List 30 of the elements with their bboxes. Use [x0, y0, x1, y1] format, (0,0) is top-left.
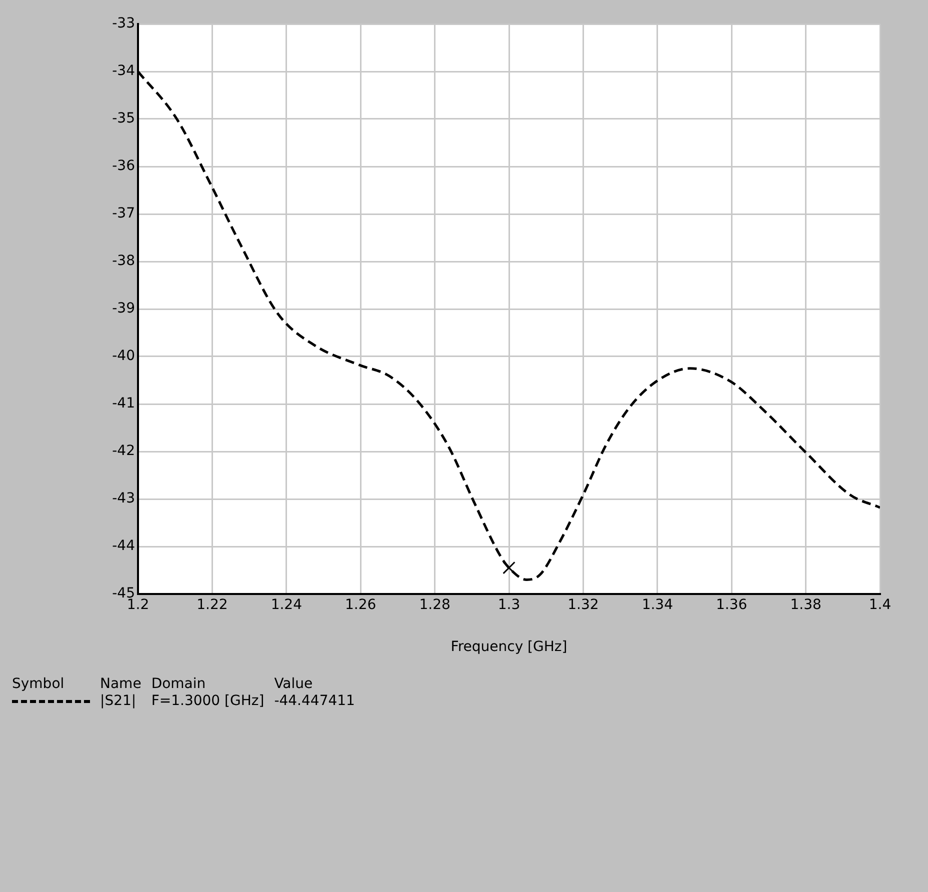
x-tick-label: 1.36	[716, 597, 748, 614]
text: Name	[100, 676, 142, 693]
y-tick-label: -34	[112, 63, 136, 80]
y-tick-label: -36	[112, 158, 136, 174]
y-tick-label: -33	[112, 16, 135, 32]
y-tick-label: -40	[112, 348, 135, 364]
y-tick-label: -39	[112, 300, 135, 317]
y-tick-label: -38	[112, 253, 135, 270]
x-tick-label: 1.38	[790, 597, 822, 614]
x-axis-title: Frequency [GHz]	[450, 639, 568, 656]
x-tick-label: 1.4	[868, 597, 892, 614]
y-tick-label: -35	[112, 110, 135, 127]
text: Domain	[151, 676, 207, 693]
x-tick-label: 1.26	[345, 597, 376, 614]
text: Symbol	[12, 676, 66, 693]
x-tick-label: 1.22	[196, 597, 228, 614]
y-tick-label: -44	[112, 538, 136, 554]
y-tick-label: -41	[112, 396, 135, 412]
text: |S21|	[100, 693, 138, 710]
text: Value	[274, 676, 314, 693]
x-tick-label: 1.28	[419, 597, 450, 614]
text: -44.447411	[274, 693, 356, 710]
y-tick-label: -37	[112, 206, 135, 222]
y-tick-label: -42	[112, 443, 135, 460]
x-tick-label: 1.32	[568, 597, 599, 614]
y-tick-label: -43	[112, 490, 135, 507]
x-tick-label: 1.34	[642, 597, 674, 614]
x-tick-label: 1.24	[270, 597, 302, 614]
text: F=1.3000 [GHz]	[151, 693, 266, 710]
x-tick-label: 1.3	[498, 597, 520, 614]
